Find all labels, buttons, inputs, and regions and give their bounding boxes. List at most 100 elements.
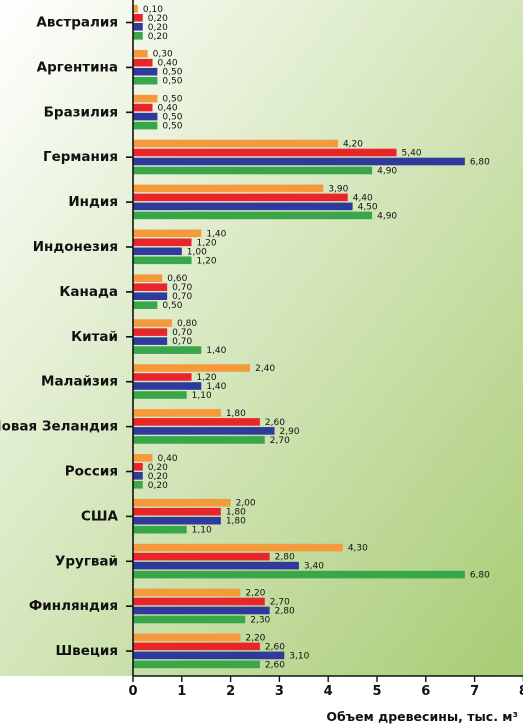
bar bbox=[133, 588, 241, 597]
bar-value-label: 5,40 bbox=[402, 149, 422, 159]
bar bbox=[133, 49, 148, 58]
bar bbox=[133, 166, 373, 175]
bar-value-label: 1,40 bbox=[206, 382, 226, 392]
bar bbox=[133, 148, 397, 157]
bar bbox=[133, 481, 143, 489]
bar-value-label: 1,00 bbox=[187, 247, 207, 257]
bar-value-label: 1,40 bbox=[206, 346, 226, 356]
category-label: Аргентина bbox=[37, 59, 118, 75]
bar bbox=[133, 256, 192, 265]
bar bbox=[133, 319, 173, 327]
bar-value-label: 2,80 bbox=[275, 607, 295, 617]
bar-value-label: 0,40 bbox=[158, 454, 178, 464]
bar-value-label: 0,50 bbox=[162, 122, 182, 132]
bar-value-label: 0,50 bbox=[162, 301, 182, 311]
bar-value-label: 1,40 bbox=[206, 229, 226, 239]
bar-value-label: 2,20 bbox=[245, 589, 265, 599]
bar-value-label: 2,90 bbox=[280, 427, 300, 437]
category-label: США bbox=[81, 508, 119, 524]
bar bbox=[133, 373, 192, 381]
bar bbox=[133, 247, 182, 256]
category-label: Россия bbox=[65, 464, 118, 480]
bar bbox=[133, 103, 153, 112]
x-tick-label: 8 bbox=[519, 684, 523, 699]
category-label: Новая Зеландия bbox=[0, 419, 118, 435]
bar-value-label: 3,90 bbox=[328, 184, 348, 194]
bar bbox=[133, 58, 153, 67]
bar-value-label: 1,20 bbox=[197, 373, 217, 383]
bar bbox=[133, 472, 143, 480]
bar-value-label: 1,10 bbox=[192, 526, 212, 536]
bar bbox=[133, 615, 246, 624]
bar bbox=[133, 301, 158, 309]
bar-value-label: 4,40 bbox=[353, 193, 373, 203]
bar bbox=[133, 498, 231, 507]
category-label: Уругвай bbox=[55, 553, 118, 569]
bar bbox=[133, 14, 143, 22]
bar bbox=[133, 211, 373, 220]
bar-value-label: 4,90 bbox=[377, 211, 397, 221]
category-label: Канада bbox=[59, 284, 118, 300]
bar-value-label: 1,80 bbox=[226, 508, 246, 518]
bar bbox=[133, 193, 348, 202]
bar bbox=[133, 364, 251, 372]
bar-value-label: 0,40 bbox=[158, 104, 178, 114]
bar-value-label: 3,10 bbox=[289, 651, 309, 661]
bar-value-label: 0,70 bbox=[172, 337, 192, 347]
bar bbox=[133, 346, 202, 354]
bar-value-label: 0,70 bbox=[172, 283, 192, 293]
bar bbox=[133, 238, 192, 247]
bar-value-label: 0,70 bbox=[172, 292, 192, 302]
x-tick-label: 3 bbox=[275, 684, 284, 699]
category-label: Финляндия bbox=[29, 598, 118, 614]
bar-value-label: 0,20 bbox=[148, 472, 168, 482]
bar bbox=[133, 552, 270, 561]
bar bbox=[133, 292, 168, 300]
bar bbox=[133, 337, 168, 345]
bar bbox=[133, 516, 221, 525]
bar-value-label: 2,40 bbox=[255, 364, 275, 374]
category-label: Индия bbox=[68, 194, 118, 210]
bar bbox=[133, 597, 265, 606]
bar bbox=[133, 463, 143, 471]
bar-value-label: 0,20 bbox=[148, 481, 168, 491]
bar-value-label: 0,20 bbox=[148, 32, 168, 42]
x-tick-label: 0 bbox=[128, 684, 137, 699]
bar-value-label: 0,50 bbox=[162, 77, 182, 87]
bar bbox=[133, 202, 353, 211]
bar-value-label: 1,20 bbox=[197, 238, 217, 248]
bar-value-label: 1,10 bbox=[192, 391, 212, 401]
bar-value-label: 6,80 bbox=[470, 571, 490, 581]
bar-value-label: 0,30 bbox=[153, 50, 173, 60]
x-tick-label: 5 bbox=[372, 684, 381, 699]
bar-value-label: 4,90 bbox=[377, 167, 397, 177]
category-label: Малайзия bbox=[41, 374, 118, 390]
bar-value-label: 0,20 bbox=[148, 23, 168, 33]
bar-value-label: 0,80 bbox=[177, 319, 197, 329]
bar-value-label: 2,60 bbox=[265, 418, 285, 428]
bar-value-label: 0,50 bbox=[162, 95, 182, 105]
bar-value-label: 4,30 bbox=[348, 544, 368, 554]
bar bbox=[133, 660, 260, 669]
bar bbox=[133, 543, 343, 552]
bar-value-label: 0,50 bbox=[162, 68, 182, 78]
bar-value-label: 0,10 bbox=[143, 5, 163, 15]
bar-value-label: 0,70 bbox=[172, 328, 192, 338]
bar bbox=[133, 283, 168, 291]
bar bbox=[133, 94, 158, 103]
bar bbox=[133, 642, 260, 651]
bar bbox=[133, 606, 270, 615]
bar bbox=[133, 391, 187, 399]
bar-value-label: 2,20 bbox=[245, 633, 265, 643]
x-tick-label: 7 bbox=[470, 684, 479, 699]
bar bbox=[133, 76, 158, 85]
category-label: Германия bbox=[43, 149, 118, 165]
bar-value-label: 1,20 bbox=[197, 256, 217, 266]
bar bbox=[133, 409, 221, 417]
bar-value-label: 2,60 bbox=[265, 642, 285, 652]
x-tick-label: 1 bbox=[177, 684, 186, 699]
bar bbox=[133, 139, 338, 148]
bar bbox=[133, 67, 158, 76]
